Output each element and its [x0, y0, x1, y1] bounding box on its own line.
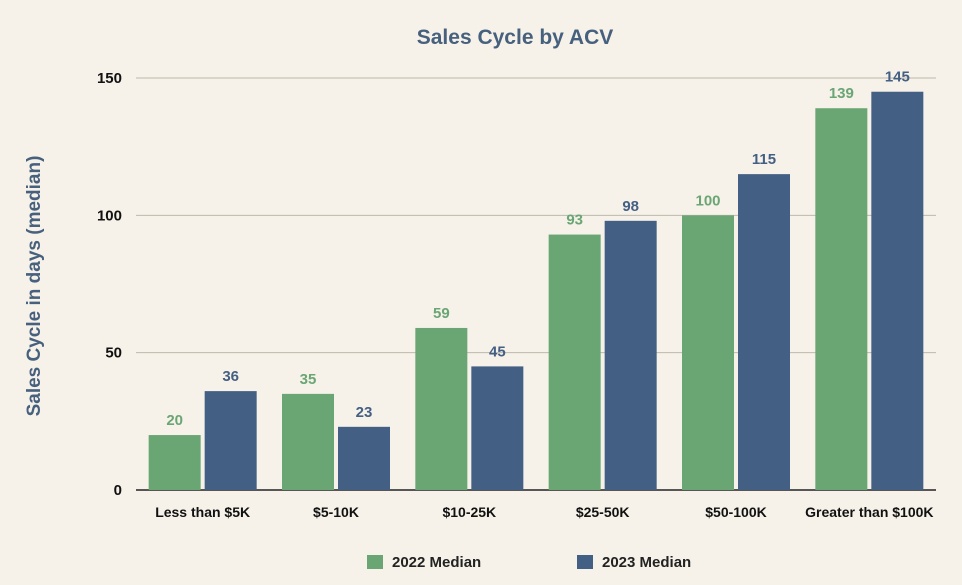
y-tick-label: 50: [105, 345, 122, 362]
data-label: 139: [829, 85, 854, 102]
x-axis-categories: Less than $5K $5-10K $10-25K $25-50K $50-100…: [155, 504, 933, 520]
bar-2022: [148, 435, 201, 490]
bar-2022: [815, 108, 868, 491]
data-label: 59: [433, 305, 450, 322]
x-tick-label: $5-10K: [313, 504, 359, 520]
y-axis-label: Sales Cycle in days (median): [24, 156, 45, 417]
x-tick-label: Less than $5K: [155, 504, 250, 520]
y-tick-label: 150: [97, 70, 122, 87]
legend: 2022 Median 2023 Median: [367, 554, 691, 571]
bar-2023: [738, 174, 790, 490]
data-label: 45: [489, 343, 506, 360]
bar-2022: [282, 393, 334, 490]
y-tick-label: 100: [97, 207, 122, 224]
data-label: 98: [622, 198, 639, 215]
x-tick-label: $25-50K: [576, 504, 630, 520]
data-label: 35: [300, 371, 317, 388]
bar-2023: [338, 426, 390, 490]
data-label: 20: [166, 412, 183, 429]
axis-layer: 0 50 100 150: [97, 70, 936, 499]
legend-label: 2022 Median: [392, 554, 481, 571]
bar-2023: [871, 91, 924, 490]
data-label: 36: [222, 368, 239, 385]
data-labels-layer: 20 36 35 23 59 45 93 98 100 115 139 145: [166, 69, 910, 429]
bar-2023: [471, 366, 524, 490]
legend-swatch: [367, 555, 383, 569]
bar-2022: [548, 234, 601, 490]
bar-2022: [682, 215, 734, 491]
data-label: 93: [566, 212, 583, 229]
x-tick-label: $50-100K: [705, 504, 767, 520]
data-label: 23: [356, 404, 373, 421]
chart-title: Sales Cycle by ACV: [417, 26, 614, 49]
bars-layer: [148, 91, 924, 491]
data-label: 115: [752, 151, 776, 168]
legend-swatch: [577, 555, 593, 569]
grid-layer: [136, 77, 936, 354]
bar-2022: [415, 327, 468, 490]
data-label: 100: [695, 192, 720, 209]
bar-2023: [604, 220, 657, 490]
legend-label: 2023 Median: [602, 554, 691, 571]
data-label: 145: [885, 69, 910, 86]
bar-2023: [204, 391, 257, 490]
y-tick-label: 0: [114, 482, 122, 499]
x-tick-label: $10-25K: [442, 504, 496, 520]
x-tick-label: Greater than $100K: [805, 504, 933, 520]
